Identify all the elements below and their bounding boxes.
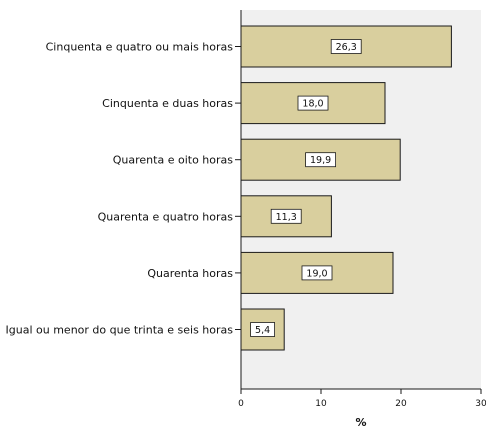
data-label: 11,3	[276, 212, 297, 223]
category-label: Quarenta horas	[147, 267, 233, 280]
data-label: 5,4	[255, 325, 270, 336]
data-label: 26,3	[336, 42, 357, 53]
category-label: Quarenta e quatro horas	[98, 210, 234, 223]
x-axis-title: %	[355, 416, 366, 429]
category-label: Igual ou menor do que trinta e seis hora…	[6, 324, 234, 337]
category-axis-group: Cinquenta e quatro ou mais horas Cinquent…	[6, 41, 241, 337]
category-label: Cinquenta e duas horas	[102, 97, 233, 110]
x-tick-label: 10	[315, 399, 327, 409]
x-axis-ticks-group: 0 10 20 30	[238, 389, 486, 409]
data-label: 18,0	[302, 99, 323, 110]
data-label: 19,0	[306, 268, 327, 279]
x-tick-label: 30	[475, 399, 486, 409]
data-label: 19,9	[310, 155, 331, 166]
x-tick-label: 20	[395, 399, 407, 409]
category-label: Cinquenta e quatro ou mais horas	[46, 41, 234, 54]
category-label: Quarenta e oito horas	[113, 154, 233, 167]
x-tick-label: 0	[238, 399, 244, 409]
